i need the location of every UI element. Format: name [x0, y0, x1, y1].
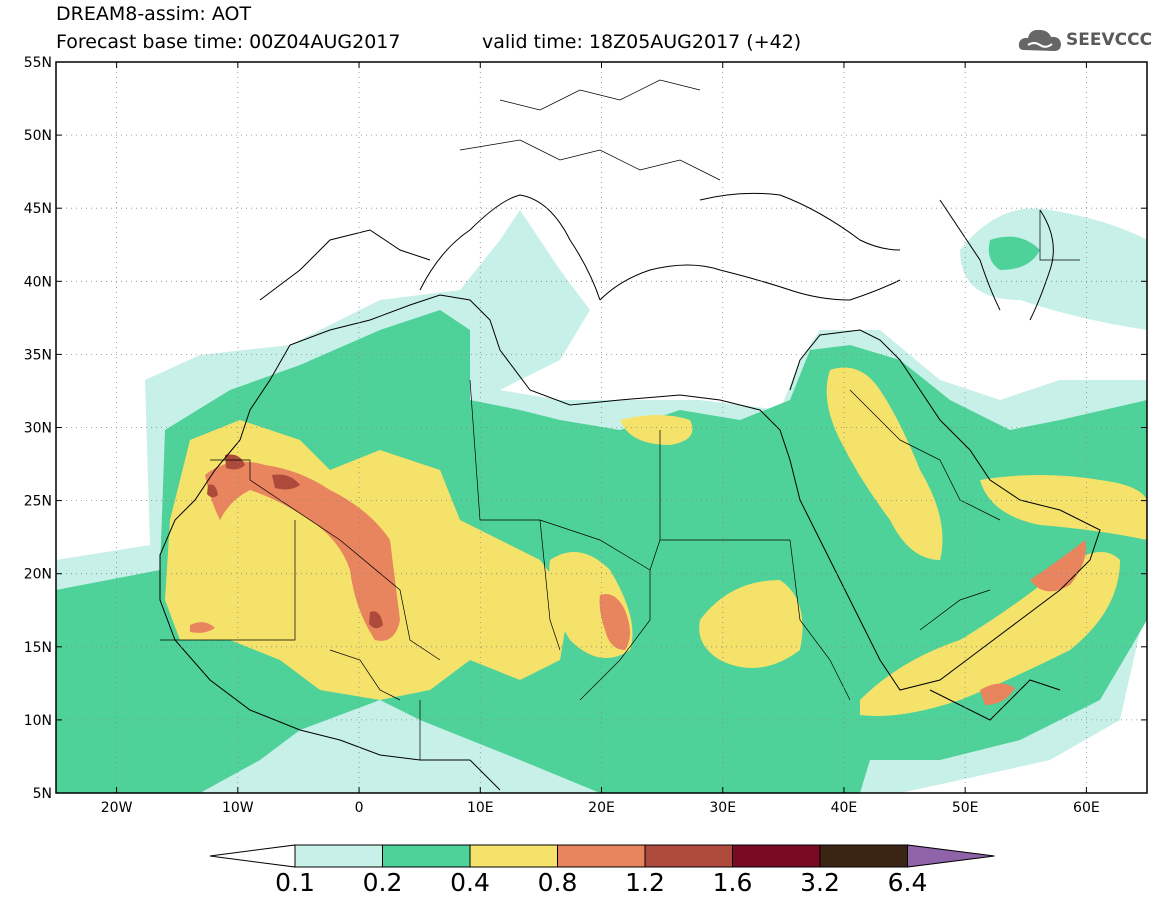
colorbar-label: 0.1 [275, 868, 315, 897]
lat-tick-label: 40N [24, 274, 52, 290]
colorbar-label: 0.4 [450, 868, 490, 897]
lon-tick-label: 10E [467, 800, 494, 816]
axis-tick-labels: 55N 50N 45N 40N 35N 30N 25N 20N 15N 10N 5N 20W 10W 0 1… [24, 55, 1100, 816]
colorbar-label: 0.8 [537, 868, 578, 897]
axis-ticks [56, 61, 1147, 794]
lon-tick-label: 20E [588, 800, 615, 816]
forecast-base-time: Forecast base time: 00Z04AUG2017 [56, 31, 401, 53]
coastlines [159, 192, 1101, 791]
lon-tick-label: 20W [101, 800, 133, 816]
lat-tick-label: 50N [24, 128, 52, 144]
logo-text: SEEVCCC [1066, 30, 1153, 50]
gridlines [56, 62, 1147, 793]
colorbar-label: 3.2 [800, 868, 840, 897]
lon-tick-label: 0 [355, 800, 364, 816]
lat-tick-label: 25N [24, 494, 52, 510]
lon-tick-label: 40E [831, 800, 858, 816]
lon-tick-label: 10W [222, 800, 254, 816]
lat-tick-label: 55N [24, 55, 52, 71]
lon-tick-label: 50E [952, 800, 979, 816]
map-title: DREAM8-assim: AOT [56, 3, 252, 25]
colorbar-label: 1.2 [625, 868, 665, 897]
aot-level-1.2 [207, 454, 383, 629]
lat-tick-label: 45N [24, 201, 52, 217]
lat-tick-label: 30N [24, 421, 52, 437]
valid-time: valid time: 18Z05AUG2017 (+42) [482, 31, 802, 53]
country-borders [160, 79, 1080, 760]
lat-tick-label: 35N [24, 347, 52, 363]
colorbar-label: 0.2 [362, 868, 403, 897]
colorbar-label: 6.4 [887, 868, 928, 897]
lat-tick-label: 15N [24, 640, 52, 656]
lat-tick-label: 10N [24, 713, 52, 729]
lat-tick-label: 5N [33, 786, 52, 802]
lon-tick-label: 30E [709, 800, 736, 816]
lon-tick-label: 60E [1073, 800, 1100, 816]
lat-tick-label: 20N [24, 567, 52, 583]
colorbar-label: 1.6 [712, 868, 753, 897]
cloud-icon [1018, 29, 1061, 51]
